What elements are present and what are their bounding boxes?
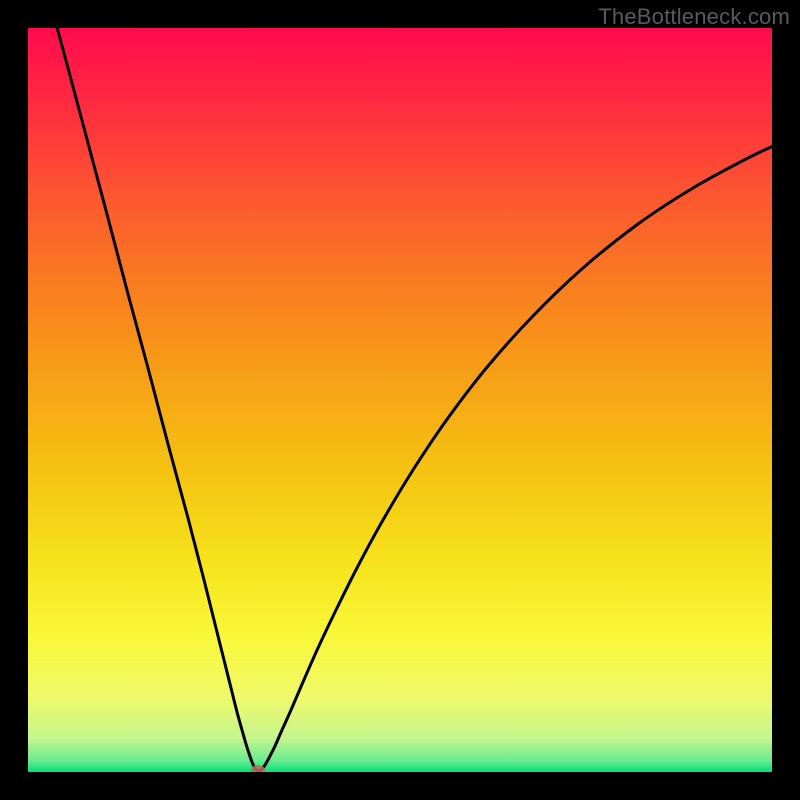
bottleneck-curve (28, 28, 772, 772)
watermark-text: TheBottleneck.com (598, 4, 790, 30)
frame-right (772, 0, 800, 800)
frame-bottom (0, 772, 800, 800)
frame-left (0, 0, 28, 800)
optimum-marker (251, 765, 265, 772)
plot-area (28, 28, 772, 772)
